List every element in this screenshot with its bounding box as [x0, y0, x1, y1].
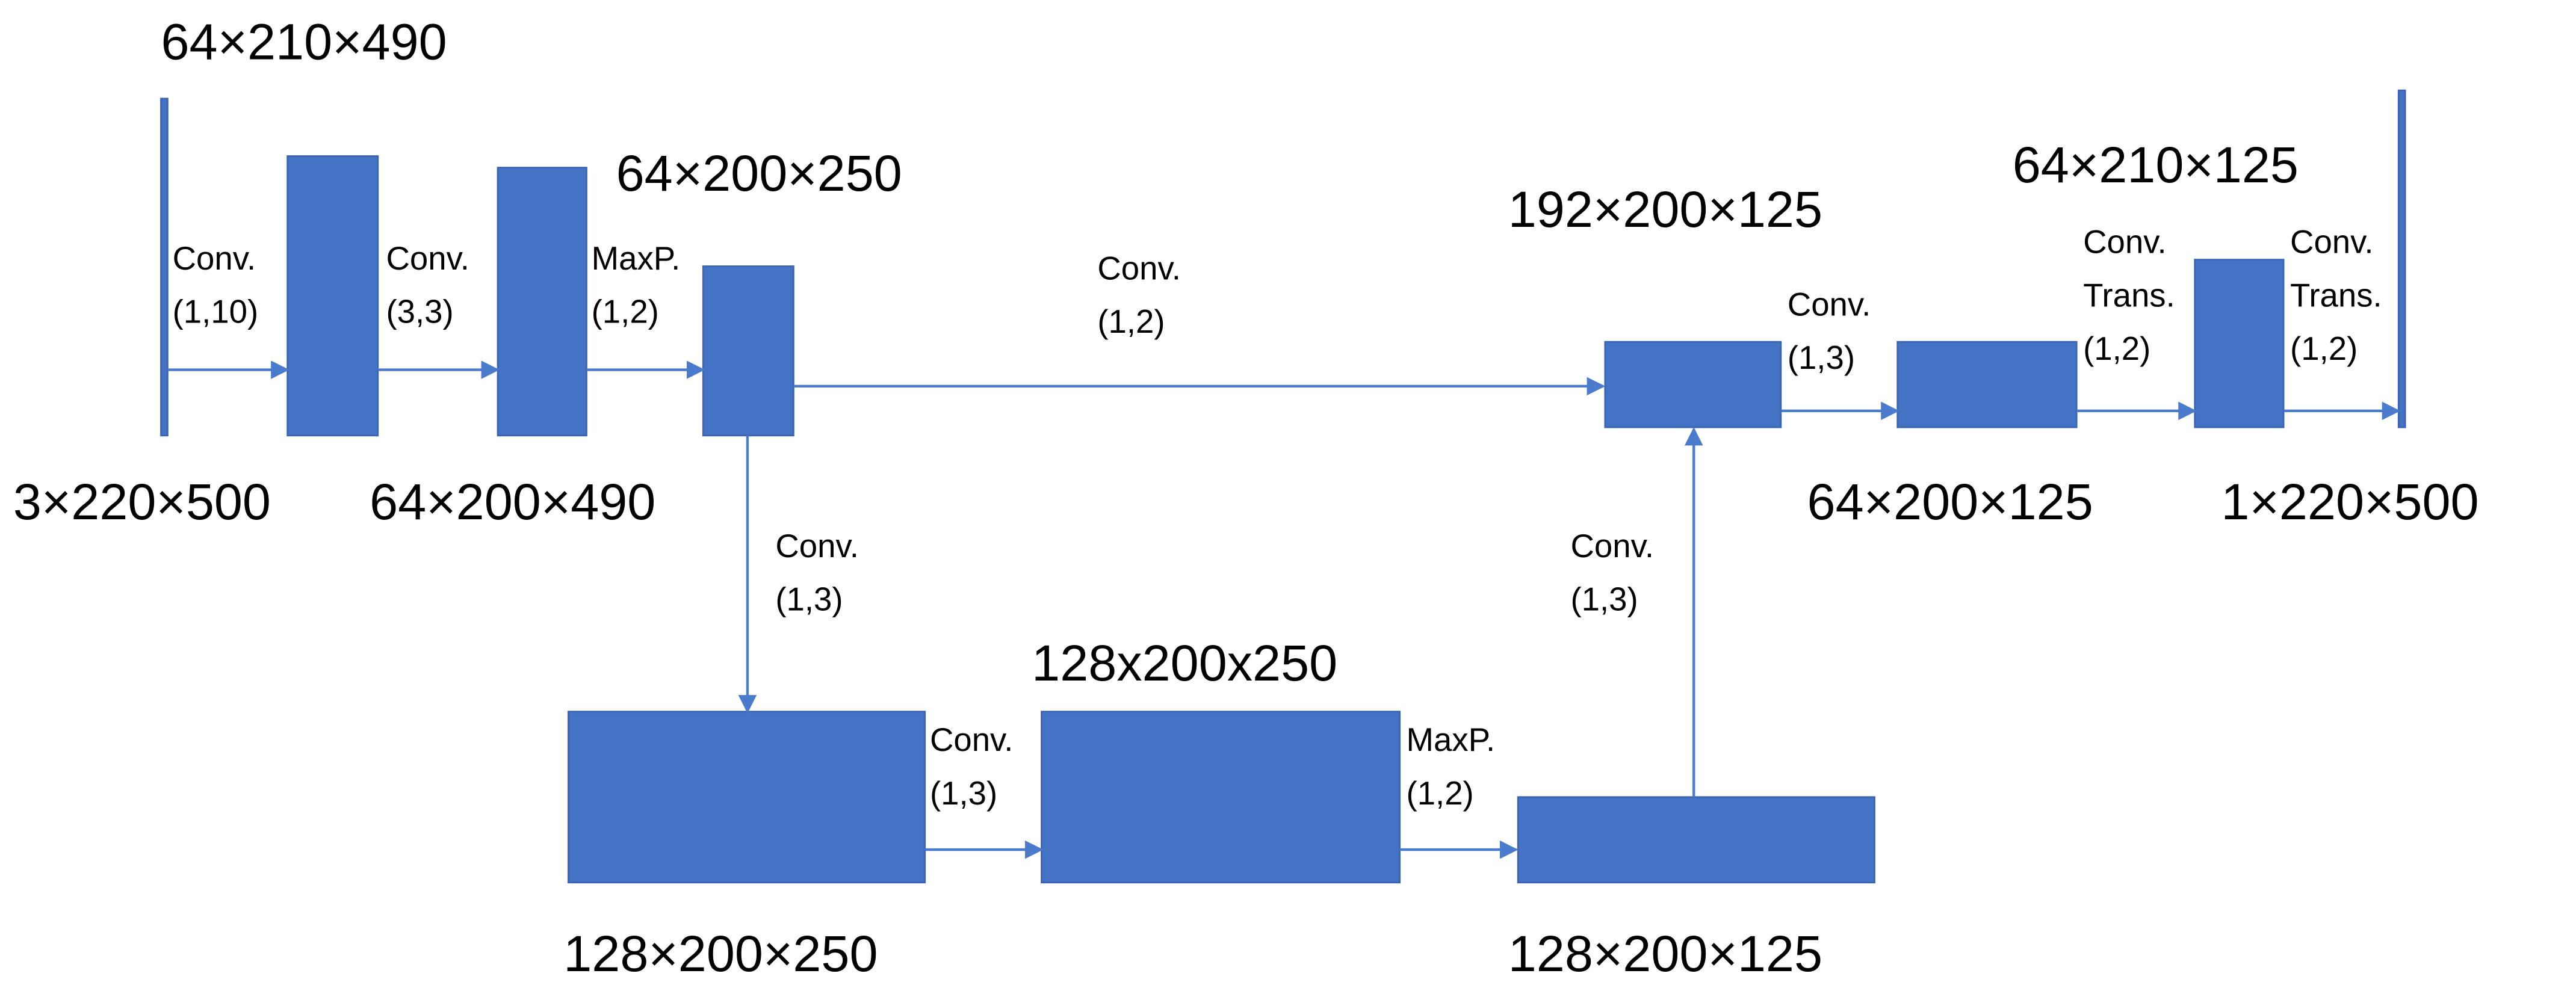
block — [1896, 341, 2078, 428]
dimension-label: 64×210×125 — [2013, 136, 2299, 193]
operation-label: Conv. — [2290, 224, 2374, 261]
block — [1604, 341, 1782, 428]
blocks — [160, 89, 2406, 884]
operation-label: Conv. — [173, 240, 256, 277]
dimension-label: 64×200×125 — [1807, 473, 2093, 530]
dimension-label: 128x200x250 — [1032, 634, 1337, 691]
labels: 64×210×490 3×220×500 64×200×490 64×200×250 1… — [13, 13, 2479, 982]
operation-label: (3,3) — [386, 294, 453, 330]
operation-label: (1,2) — [2290, 330, 2358, 367]
operation-label: Conv. — [1097, 250, 1181, 286]
operation-label: (1,3) — [1788, 339, 1855, 376]
operation-label: (1,2) — [1407, 775, 1474, 812]
operation-label: (1,2) — [1097, 303, 1165, 340]
dimension-label: 64×200×250 — [616, 144, 902, 202]
dimension-label: 64×210×490 — [161, 13, 447, 70]
block — [497, 167, 587, 437]
operation-label: MaxP. — [592, 240, 681, 277]
operation-label: Trans. — [2290, 277, 2382, 313]
dimension-label: 128×200×250 — [563, 925, 878, 982]
operation-label: Conv. — [386, 240, 469, 277]
arrows — [167, 360, 2401, 859]
operation-label: (1,2) — [592, 294, 659, 330]
block — [702, 265, 794, 437]
dimension-label: 3×220×500 — [13, 473, 271, 530]
operation-label: Conv. — [2083, 224, 2167, 261]
operation-label: Conv. — [775, 528, 859, 564]
operation-label: (1,10) — [173, 294, 259, 330]
operation-label: Conv. — [1788, 286, 1871, 323]
block — [1517, 796, 1875, 884]
operation-label: Conv. — [930, 721, 1014, 758]
output-bar — [2397, 89, 2406, 428]
operation-label: (1,3) — [1570, 581, 1638, 618]
operation-label: (1,3) — [775, 581, 843, 618]
operation-label: (1,2) — [2083, 330, 2150, 367]
operation-label: MaxP. — [1407, 721, 1496, 758]
operation-label: Conv. — [1570, 528, 1654, 564]
block — [568, 711, 926, 884]
block — [1041, 711, 1401, 884]
dimension-label: 1×220×500 — [2221, 473, 2478, 530]
input-bar — [160, 97, 169, 437]
dimension-label: 128×200×125 — [1508, 925, 1822, 982]
block — [286, 155, 379, 437]
operation-label: Trans. — [2083, 277, 2175, 313]
dimension-label: 64×200×490 — [370, 473, 655, 530]
operation-label: (1,3) — [930, 775, 997, 812]
block — [2194, 259, 2285, 428]
dimension-label: 192×200×125 — [1508, 181, 1822, 238]
